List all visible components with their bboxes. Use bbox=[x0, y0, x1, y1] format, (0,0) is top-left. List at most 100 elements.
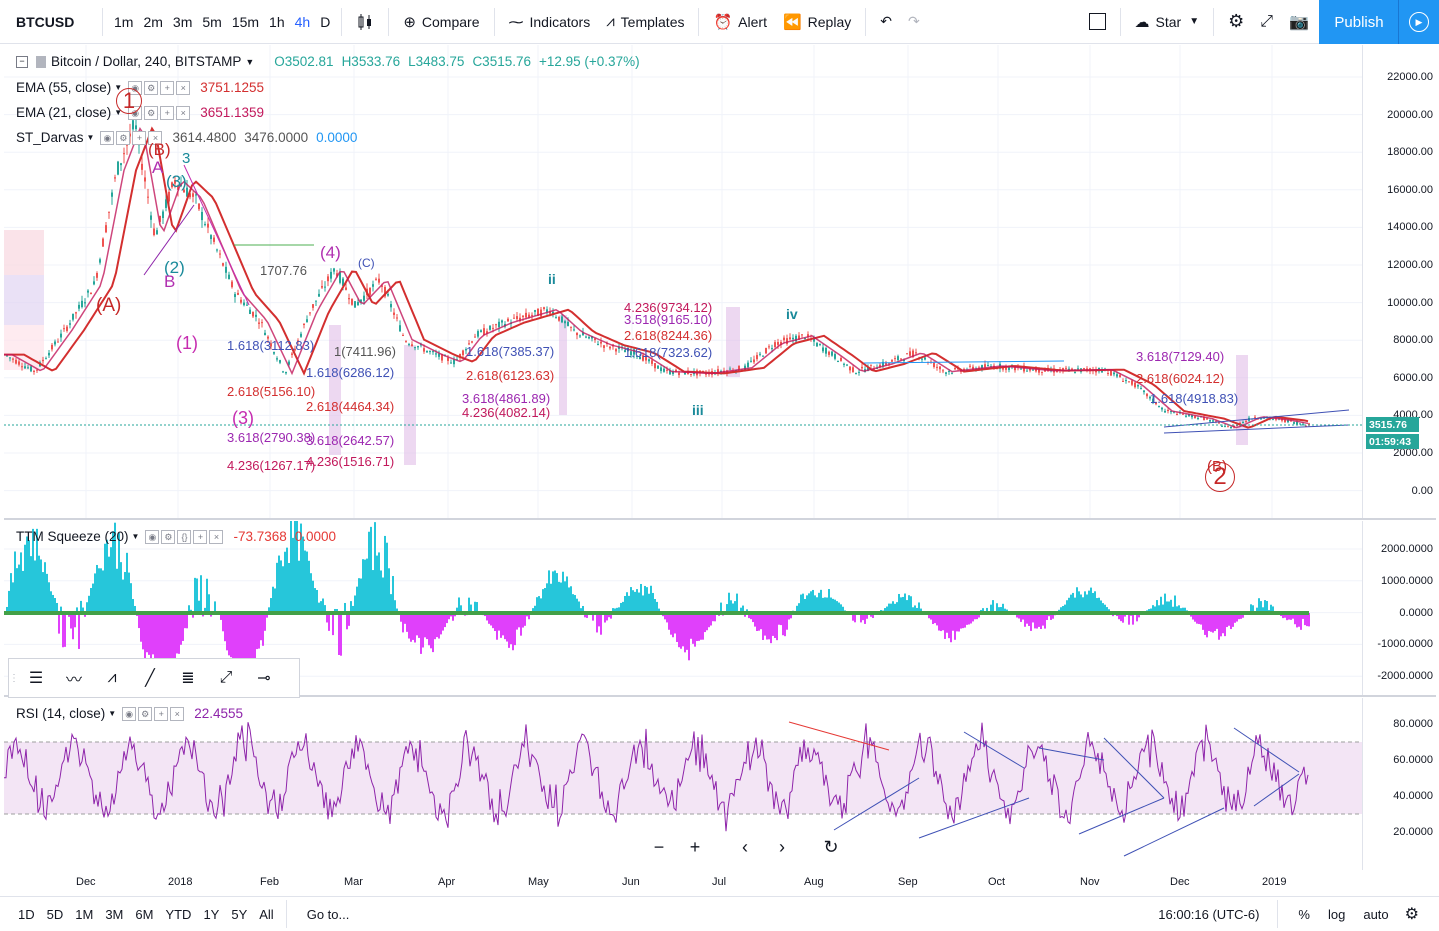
ttm-bar bbox=[550, 584, 552, 613]
publish-menu-button[interactable]: ▶ bbox=[1398, 0, 1439, 44]
plus-icon: + bbox=[160, 81, 174, 95]
ttm-bar bbox=[806, 595, 808, 613]
auto-toggle[interactable]: auto bbox=[1357, 907, 1394, 922]
range-1d[interactable]: 1D bbox=[12, 907, 41, 922]
compare-button[interactable]: ⊕Compare bbox=[395, 0, 487, 44]
elliott-correction-icon[interactable]: ⩘ bbox=[93, 669, 131, 687]
bar-countdown-tag: 01:59:43 bbox=[1366, 434, 1419, 449]
candle-body bbox=[30, 366, 32, 371]
alert-button[interactable]: ⏰Alert bbox=[705, 0, 774, 44]
range-1y[interactable]: 1Y bbox=[197, 907, 225, 922]
zoom-in-button[interactable]: + bbox=[681, 834, 709, 860]
goto-button[interactable]: Go to... bbox=[301, 907, 356, 922]
scroll-left-button[interactable]: ‹ bbox=[731, 834, 759, 860]
range-3m[interactable]: 3M bbox=[99, 907, 129, 922]
chevron-down-icon[interactable]: ▼ bbox=[245, 57, 254, 67]
timeframe-5m[interactable]: 5m bbox=[197, 14, 226, 30]
reset-chart-button[interactable]: ↻ bbox=[817, 834, 845, 860]
candle-body bbox=[570, 327, 572, 328]
ray-icon[interactable]: ⤢ bbox=[207, 669, 245, 687]
star-button[interactable]: ☁Star▼ bbox=[1127, 0, 1208, 44]
fullscreen-button[interactable]: ⤢ bbox=[1252, 0, 1281, 44]
candle-body bbox=[501, 320, 503, 322]
range-ytd[interactable]: YTD bbox=[159, 907, 197, 922]
gear-icon[interactable]: ⚙ bbox=[1405, 904, 1419, 924]
range-5d[interactable]: 5D bbox=[41, 907, 70, 922]
timeframe-1m[interactable]: 1m bbox=[109, 14, 138, 30]
ttm-bar bbox=[44, 562, 46, 613]
timeframe-3m[interactable]: 3m bbox=[168, 14, 197, 30]
indicators-button[interactable]: ⁓Indicators bbox=[501, 0, 599, 44]
candle-body bbox=[225, 267, 227, 273]
range-6m[interactable]: 6M bbox=[129, 907, 159, 922]
darvas-legend[interactable]: ST_Darvas ▼ ◉⚙+× 3614.4800 3476.0000 0.0… bbox=[16, 130, 357, 145]
undo-button[interactable]: ↶ bbox=[872, 0, 900, 44]
indicator-actions[interactable]: ◉⚙{}+× bbox=[145, 530, 225, 544]
timeframe-d[interactable]: D bbox=[315, 14, 335, 30]
symbol-title[interactable]: Bitcoin / Dollar, 240, BITSTAMP bbox=[51, 54, 241, 69]
timeframe-2m[interactable]: 2m bbox=[138, 14, 167, 30]
trend-line-icon[interactable]: ╱ bbox=[131, 668, 169, 688]
gear-icon: ⚙ bbox=[116, 131, 130, 145]
snapshot-button[interactable]: 📷 bbox=[1281, 0, 1317, 44]
candle-body bbox=[951, 373, 953, 374]
rsi-legend[interactable]: RSI (14, close) ▼ ◉⚙+× 22.4555 bbox=[16, 706, 243, 721]
ttm-bar bbox=[138, 613, 140, 628]
range-all[interactable]: All bbox=[253, 907, 279, 922]
log-toggle[interactable]: log bbox=[1322, 907, 1351, 922]
ttm-bar bbox=[40, 559, 42, 613]
collapse-icon[interactable]: − bbox=[16, 56, 28, 68]
publish-button[interactable]: Publish bbox=[1319, 0, 1399, 44]
templates-button[interactable]: ⩘Templates bbox=[598, 0, 692, 44]
indicator-actions[interactable]: ◉⚙+× bbox=[122, 707, 186, 721]
ttm-bar bbox=[128, 573, 130, 613]
candle-body bbox=[507, 319, 509, 321]
ttm-bar bbox=[48, 582, 50, 613]
ttm-bar bbox=[522, 613, 524, 628]
range-1m[interactable]: 1M bbox=[69, 907, 99, 922]
ema55-legend[interactable]: EMA (55, close) ▼ ◉⚙+× 3751.1255 bbox=[16, 80, 264, 95]
candle-body bbox=[513, 318, 515, 319]
zoom-out-button[interactable]: − bbox=[645, 834, 673, 860]
fib-retracement-icon[interactable]: ≣ bbox=[169, 668, 207, 688]
candle-body bbox=[921, 359, 923, 360]
settings-button[interactable]: ⚙ bbox=[1220, 0, 1252, 44]
ttm-bar bbox=[64, 613, 66, 647]
scroll-right-button[interactable]: › bbox=[768, 834, 796, 860]
candle-body bbox=[1140, 388, 1142, 389]
timeframe-1h[interactable]: 1h bbox=[264, 14, 290, 30]
candle-body bbox=[105, 225, 107, 232]
reset-icon: ↻ bbox=[823, 837, 838, 858]
ttm-bar bbox=[692, 613, 694, 644]
ttm-legend[interactable]: TTM Squeeze (20) ▼ ◉⚙{}+× -73.7368 0.000… bbox=[16, 529, 336, 544]
candle-body bbox=[96, 273, 98, 278]
percent-toggle[interactable]: % bbox=[1292, 907, 1316, 922]
fullscreen-layout-button[interactable] bbox=[1081, 0, 1114, 44]
candle-body bbox=[666, 370, 668, 371]
elliott-impulse-icon[interactable]: 〰 bbox=[55, 666, 93, 690]
range-5y[interactable]: 5Y bbox=[225, 907, 253, 922]
symbol-search[interactable]: BTCUSD bbox=[0, 14, 96, 30]
zone-box bbox=[4, 275, 44, 325]
ttm-bar bbox=[492, 613, 494, 628]
drag-handle-icon[interactable]: ⋮ bbox=[9, 673, 17, 684]
candle-body bbox=[306, 319, 308, 322]
ttm-bar bbox=[650, 586, 652, 613]
fib-label: 3.618(2790.38) bbox=[227, 430, 315, 445]
candle-body bbox=[69, 323, 71, 324]
redo-button[interactable]: ↷ bbox=[900, 0, 928, 44]
candle-body bbox=[363, 296, 365, 301]
candle-body bbox=[402, 335, 404, 336]
horizontal-ray-icon[interactable]: ⊸ bbox=[245, 668, 283, 688]
candle-body bbox=[588, 337, 590, 338]
replay-button[interactable]: ⏪Replay bbox=[775, 0, 859, 44]
timeframe-4h[interactable]: 4h bbox=[290, 14, 316, 30]
horizontal-lines-icon[interactable]: ☰ bbox=[17, 668, 55, 688]
clock[interactable]: 16:00:16 (UTC-6) bbox=[1158, 907, 1259, 922]
timeframe-15m[interactable]: 15m bbox=[227, 14, 264, 30]
pane-separator[interactable] bbox=[4, 518, 1436, 520]
chart-type-button[interactable] bbox=[348, 0, 382, 44]
